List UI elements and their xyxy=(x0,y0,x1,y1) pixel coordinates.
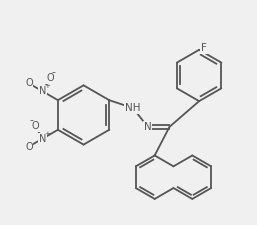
Text: O: O xyxy=(46,73,54,83)
Text: N: N xyxy=(144,122,152,132)
Text: -: - xyxy=(30,115,34,125)
Text: O: O xyxy=(25,78,33,88)
Text: O: O xyxy=(31,121,39,131)
Text: N: N xyxy=(39,134,46,144)
Text: O: O xyxy=(25,142,33,152)
Text: +: + xyxy=(44,131,50,137)
Text: N: N xyxy=(39,86,46,96)
Text: -: - xyxy=(51,68,55,77)
Text: +: + xyxy=(44,83,50,89)
Text: NH: NH xyxy=(125,103,141,113)
Text: F: F xyxy=(201,43,207,53)
